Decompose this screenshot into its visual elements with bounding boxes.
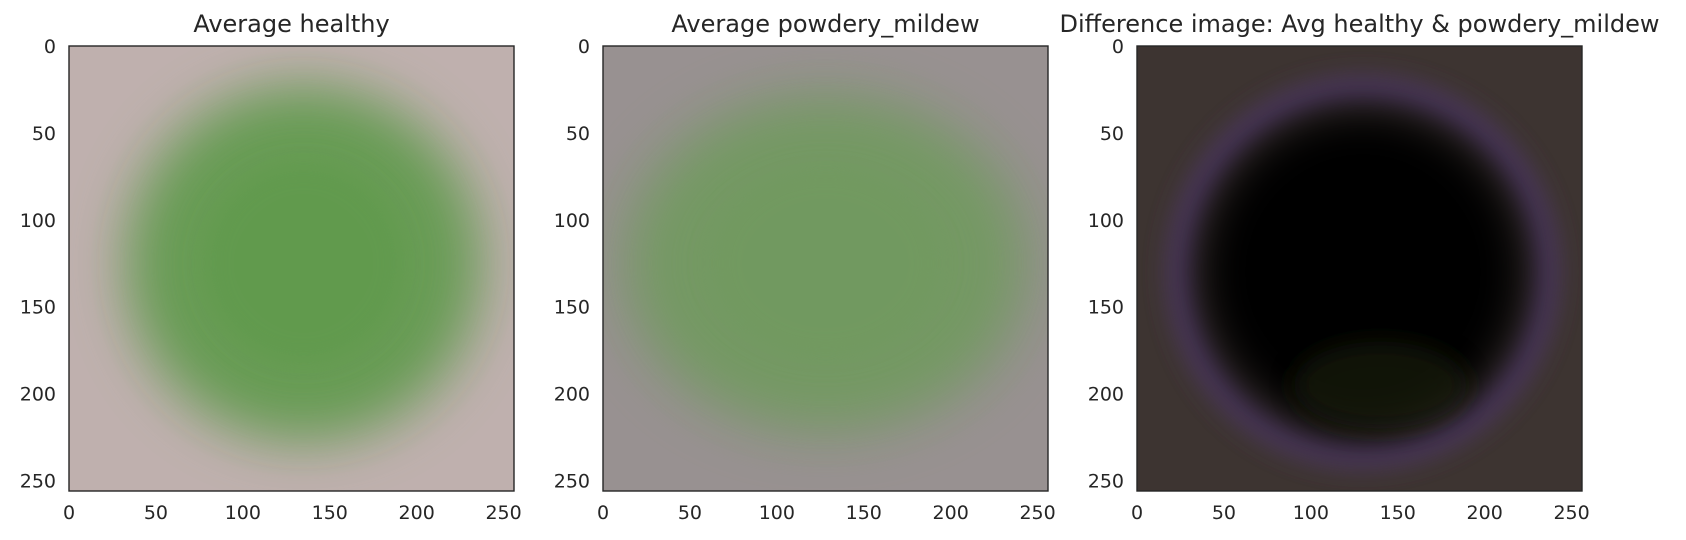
leaf-core: [712, 169, 939, 358]
x-tick-label: 250: [485, 502, 521, 524]
panel-3: Difference image: Avg healthy & powdery_…: [1059, 10, 1659, 524]
x-tick-label: 200: [1467, 502, 1503, 524]
x-tick-label: 200: [399, 502, 435, 524]
x-tick-label: 100: [225, 502, 261, 524]
y-tick-label: 0: [1112, 36, 1124, 58]
y-tick-label: 250: [554, 471, 590, 493]
image-area: [603, 46, 1048, 491]
y-tick-label: 150: [20, 297, 56, 319]
axes-frame: [68, 45, 515, 492]
x-tick-label: 150: [846, 502, 882, 524]
leaf-shadow: [1293, 341, 1468, 429]
x-tick-label: 0: [63, 502, 75, 524]
panel-title: Difference image: Avg healthy & powdery_…: [1059, 10, 1659, 38]
axes-frame: [602, 45, 1049, 492]
y-tick-label: 150: [554, 297, 590, 319]
panel-title: Average healthy: [193, 10, 389, 38]
x-tick-label: 100: [759, 502, 795, 524]
y-tick-label: 100: [554, 210, 590, 232]
y-tick-label: 50: [566, 123, 590, 145]
y-tick-label: 150: [1088, 297, 1124, 319]
panel-2: Average powdery_mildew 0 50 100 150 200 250 0 50…: [554, 10, 1056, 524]
y-tick-label: 200: [20, 384, 56, 406]
halo-ring: [1167, 76, 1559, 468]
leaf-blob: [1197, 106, 1529, 438]
x-tick-label: 50: [144, 502, 168, 524]
x-tick-label: 50: [1212, 502, 1236, 524]
x-tick-label: 250: [1019, 502, 1055, 524]
x-tick-label: 150: [1380, 502, 1416, 524]
x-tick-label: 0: [1131, 502, 1143, 524]
x-tick-label: 150: [312, 502, 348, 524]
panel-title: Average powdery_mildew: [671, 10, 979, 38]
axes-frame: [1136, 45, 1583, 492]
y-tick-label: 200: [1088, 384, 1124, 406]
y-tick-label: 250: [20, 471, 56, 493]
y-tick-label: 0: [44, 36, 56, 58]
x-tick-label: 100: [1293, 502, 1329, 524]
y-tick-label: 250: [1088, 471, 1124, 493]
x-tick-label: 0: [597, 502, 609, 524]
x-tick-label: 250: [1553, 502, 1589, 524]
y-tick-label: 0: [578, 36, 590, 58]
y-tick-label: 50: [1100, 123, 1124, 145]
x-tick-label: 200: [933, 502, 969, 524]
x-tick-label: 50: [678, 502, 702, 524]
image-area: [1137, 46, 1582, 491]
y-tick-label: 50: [32, 123, 56, 145]
y-tick-label: 100: [20, 210, 56, 232]
panel-1: Average healthy 0 50 100 150 200 250 0 50 100 150 2…: [20, 10, 522, 524]
image-area: [69, 46, 514, 491]
leaf-core: [204, 164, 403, 363]
y-tick-label: 100: [1088, 210, 1124, 232]
y-tick-label: 200: [554, 384, 590, 406]
